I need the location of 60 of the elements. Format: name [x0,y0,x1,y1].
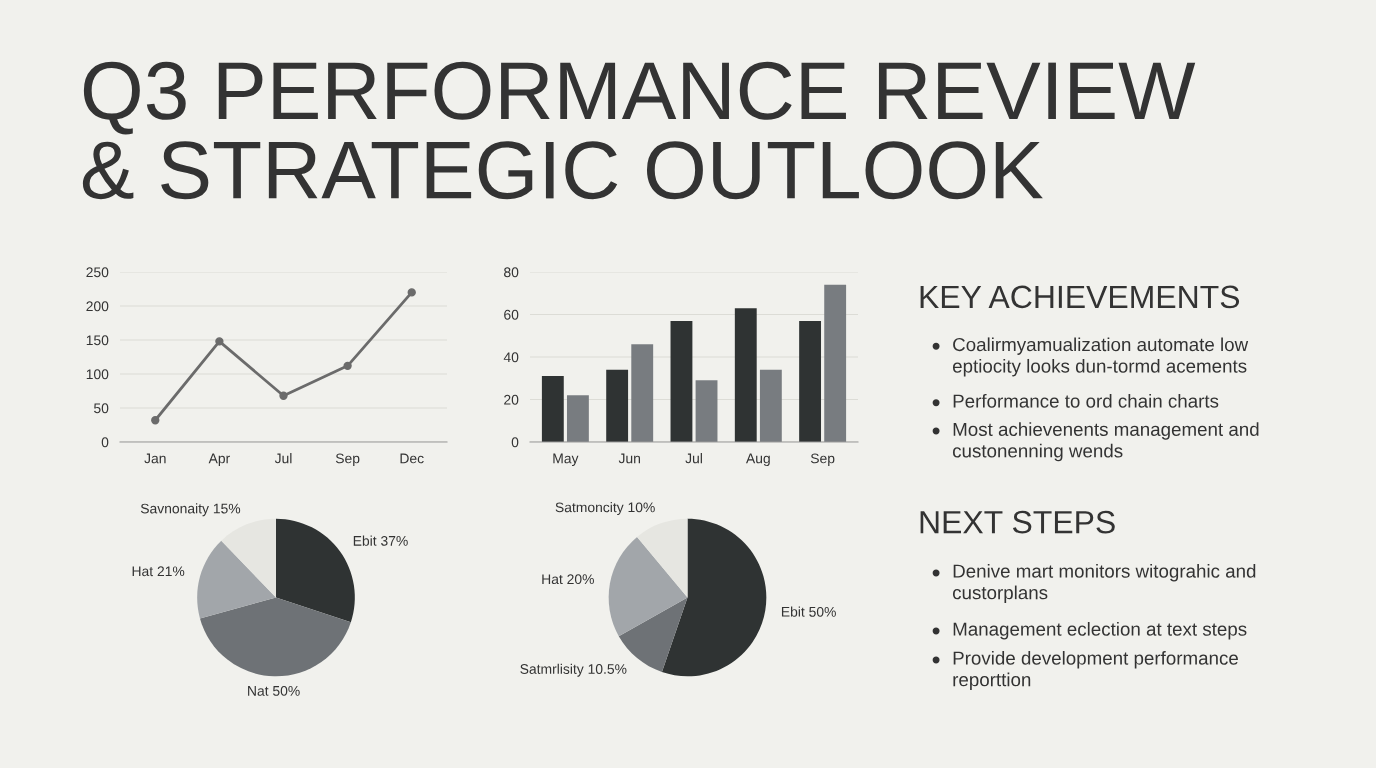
pie-slice [199,597,351,677]
bar [759,369,782,442]
y-tick-label: 150 [86,335,109,346]
x-tick-label: Jan [144,453,166,464]
x-tick-label: Jul [685,453,702,464]
text: Coalirmyamualization automate low eptiocity looks dun-tormd acements [952,337,1249,377]
y-tick-label: 0 [511,437,519,448]
slice-label: Nat 50% [248,685,300,696]
text: Performance to ord chain charts [953,393,1219,408]
bar [734,308,757,442]
y-tick-label: 0 [101,437,109,448]
y-tick-label: 60 [504,309,519,320]
y-tick-label: 250 [86,267,109,278]
bar [631,344,654,442]
x-tick-label: Aug [745,453,770,467]
pie-slice [276,518,355,623]
slice-label: Satmrlisity 10.5% [520,663,627,677]
x-tick-label: Jul [274,453,292,464]
slice-label: Satmoncity 10% [555,502,655,515]
text: Management eclection at text steps [953,622,1247,640]
bar [541,376,564,442]
pie-slice [197,540,276,619]
y-tick-label: 200 [86,301,109,312]
text: Denive mart monitors witograhic and custorplans [952,564,1256,604]
slice-label: Hat 20% [542,574,594,585]
text: Most achievenents management and custonenning wends [952,422,1259,462]
pie-slice [221,518,276,598]
slice-label: Hat 21% [132,566,185,577]
y-tick-label: 50 [94,403,109,414]
text: Provide development performance reporttion [953,651,1238,691]
point [215,337,224,346]
slice-label: Ebit 37% [353,535,408,546]
x-tick-label: Apr [208,453,230,467]
y-tick-label: 100 [86,369,109,380]
x-tick-label: Sep [335,453,360,467]
pie-slice [637,518,688,598]
slice-label: Ebit 50% [781,606,836,617]
x-tick-label: Dec [400,453,424,464]
x-tick-label: May [553,453,579,467]
bar [566,395,589,442]
point [279,391,288,400]
point [343,361,352,371]
y-tick-label: 20 [504,394,519,405]
bar [670,320,693,442]
bar [799,320,822,442]
slice-label: Savnonaity 15% [140,503,241,517]
pie-slice [661,518,767,677]
point [407,288,416,297]
x-tick-label: Sep [810,453,835,467]
bar [695,380,718,442]
x-tick-label: Jun [618,453,640,464]
text: Q3 PERFORMANCE REVIEW & STRATEGIC OUTLOOK [82,61,1196,200]
bar [606,369,629,442]
point [151,416,160,425]
y-tick-label: 80 [504,267,519,278]
pie-slice [608,536,688,637]
bar [824,284,847,442]
text: NEXT STEPS [920,510,1115,534]
y-tick-label: 40 [503,352,519,363]
text: KEY ACHIEVEMENTS [920,285,1240,309]
